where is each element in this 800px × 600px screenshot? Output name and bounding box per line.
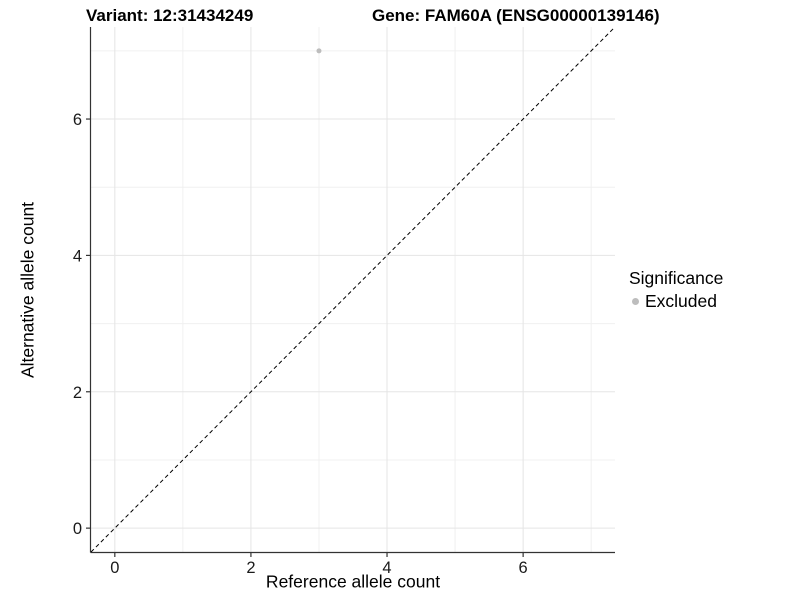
data-point xyxy=(316,48,322,54)
y-tick-label: 0 xyxy=(73,520,82,538)
x-tick-label: 0 xyxy=(110,559,119,577)
legend: Significance Excluded xyxy=(629,268,723,312)
x-tick-label: 6 xyxy=(519,559,528,577)
y-tick-label: 6 xyxy=(73,111,82,129)
x-tick-label: 2 xyxy=(246,559,255,577)
x-tick-label: 4 xyxy=(382,559,391,577)
plot-title-variant: Variant: 12:31434249 xyxy=(86,6,254,25)
y-axis-title: Alternative allele count xyxy=(17,201,38,379)
legend-title: Significance xyxy=(629,268,724,288)
y-tick-label: 4 xyxy=(73,247,82,265)
plot-title-gene: Gene: FAM60A (ENSG00000139146) xyxy=(372,6,660,25)
identity-reference-line xyxy=(90,26,616,553)
legend-entry-excluded: Excluded xyxy=(629,291,723,312)
y-tick-label: 2 xyxy=(73,384,82,402)
x-axis-title: Reference allele count xyxy=(265,571,441,592)
legend-point-icon xyxy=(632,298,639,305)
legend-entry-label: Excluded xyxy=(645,291,717,311)
